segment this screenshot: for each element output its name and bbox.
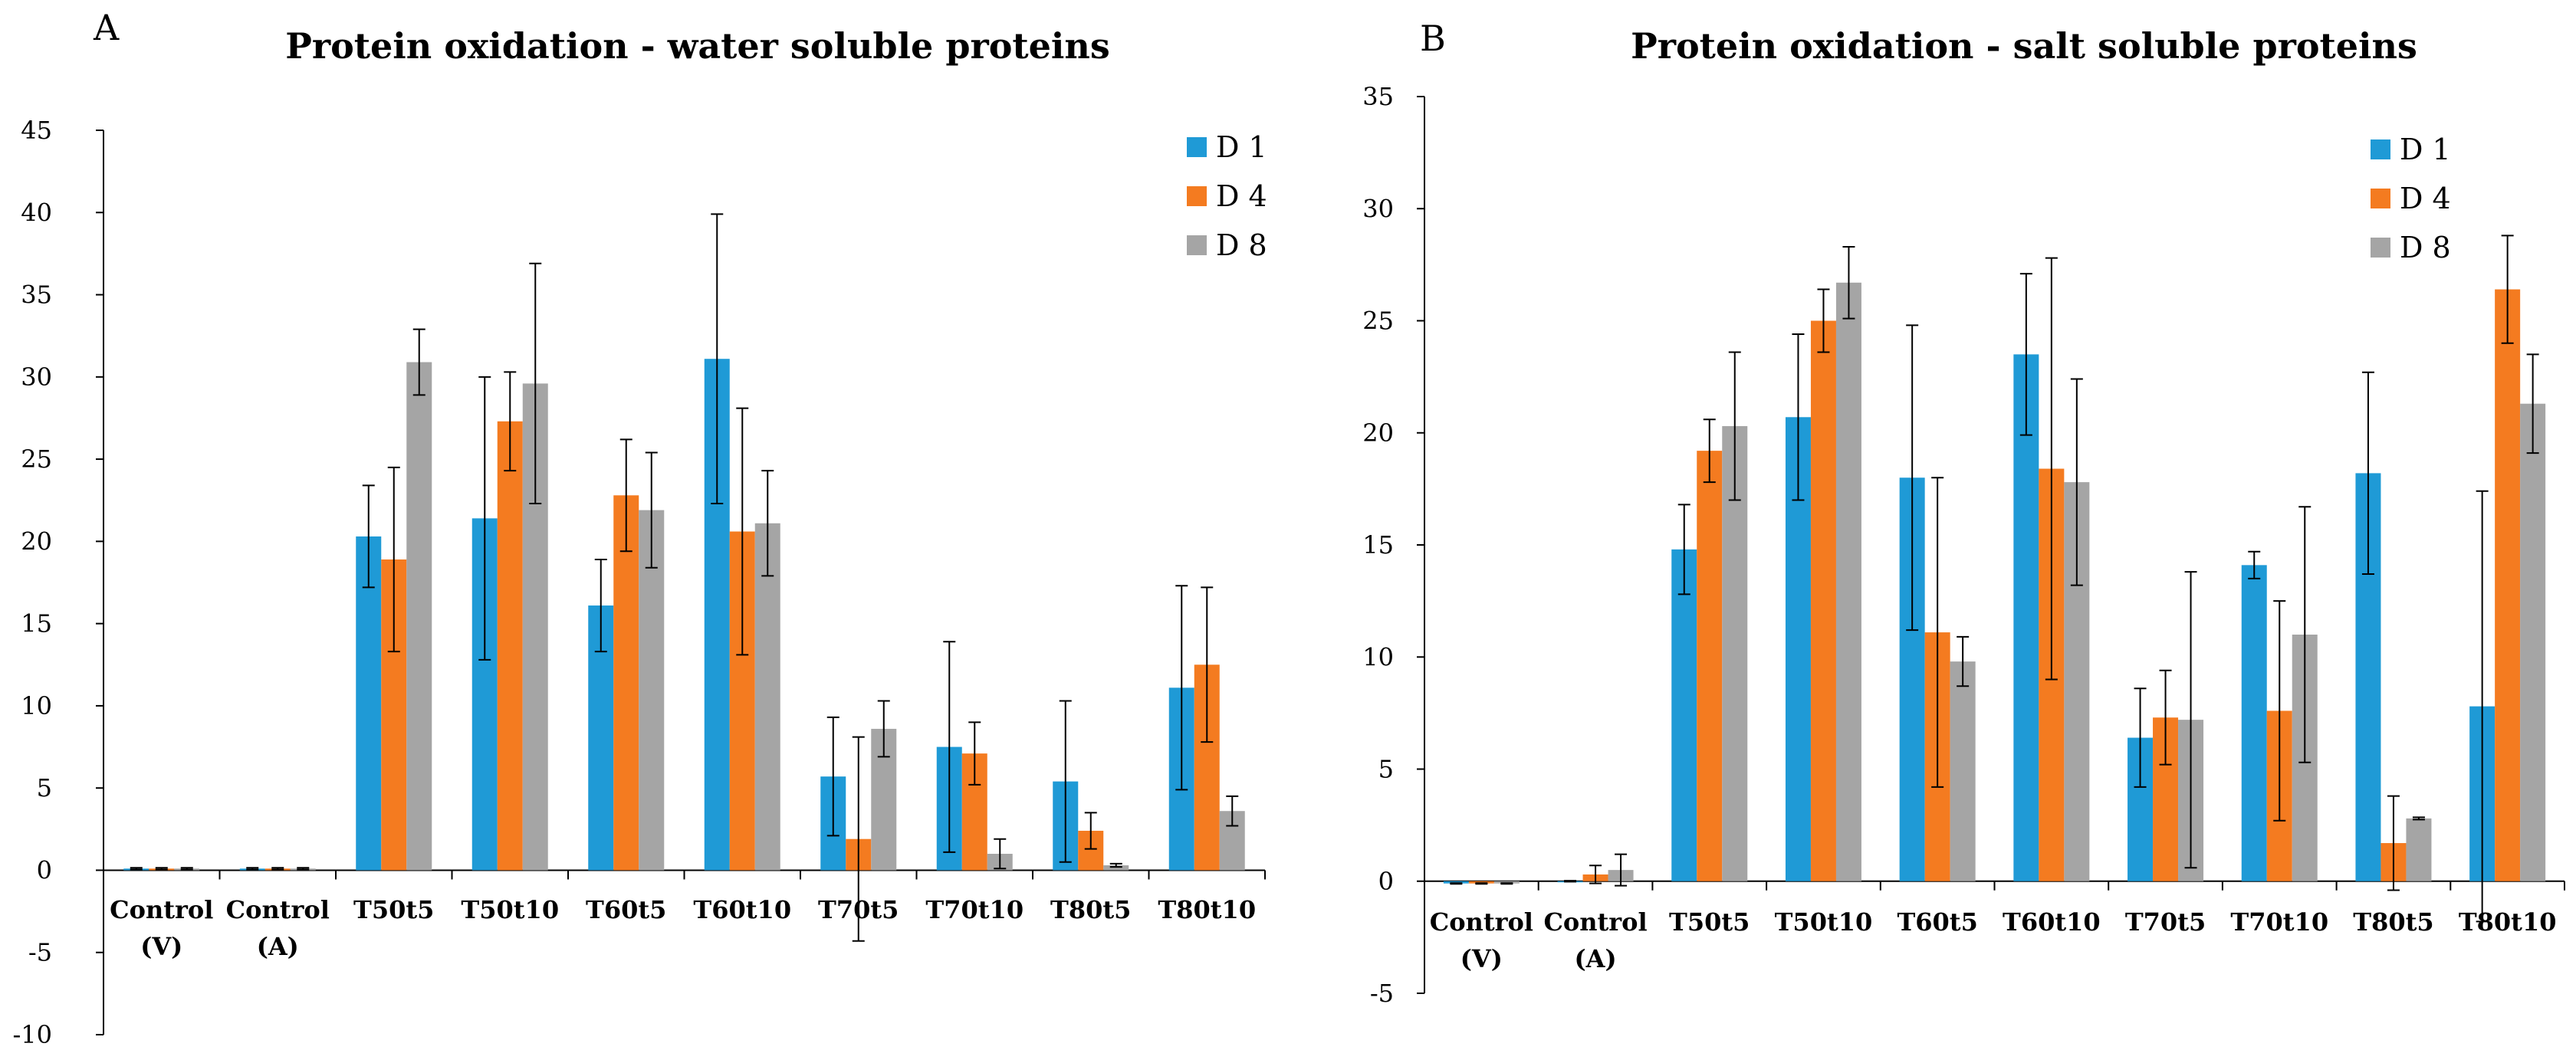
- y-tick-label-a: -10: [12, 1020, 52, 1049]
- y-tick-label-a: 40: [21, 198, 52, 227]
- y-tick-label-b: 35: [1362, 82, 1394, 111]
- x-tick-label-b: T70t5: [2125, 907, 2206, 937]
- y-tick-label-a: 30: [21, 363, 52, 392]
- x-tick-label-a: (A): [257, 932, 299, 961]
- bar: [497, 421, 523, 871]
- x-tick-label-a: Control: [110, 895, 213, 924]
- panel-letter-b: B: [1420, 18, 1446, 59]
- x-tick-label-b: T80t5: [2353, 907, 2433, 937]
- x-tick-label-b: Control: [1430, 907, 1533, 937]
- y-tick-label-b: 5: [1378, 755, 1394, 784]
- legend-swatch-b: [2371, 139, 2390, 159]
- x-tick-label-a: T50t5: [353, 895, 434, 924]
- y-tick-label-b: 10: [1362, 642, 1394, 671]
- bar: [1722, 425, 1748, 881]
- legend-a: D 1 D 4 D 8: [1187, 130, 1267, 262]
- bar: [406, 362, 432, 871]
- x-tick-label-a: T60t10: [693, 895, 791, 924]
- bar: [2241, 565, 2267, 881]
- x-tick-label-b: T80t10: [2459, 907, 2557, 937]
- plot-area-a: -10 -5 0 5 10 15 20 25 30 35 40 45 Control (V) Control…: [12, 116, 1266, 1049]
- x-tick-label-a: T50t10: [461, 895, 559, 924]
- legend-label-b: D 1: [2400, 133, 2451, 166]
- x-tick-label-b: T60t5: [1897, 907, 1977, 937]
- legend-label-b: D 8: [2400, 231, 2451, 264]
- x-tick-label-b: T70t10: [2230, 907, 2328, 937]
- x-tick-label-a: (V): [140, 932, 182, 961]
- y-tick-label-b: 0: [1378, 867, 1394, 896]
- bar: [1950, 661, 1976, 881]
- y-tick-label-b: -5: [1370, 979, 1394, 1008]
- legend-swatch-a: [1187, 235, 1207, 255]
- legend-swatch-a: [1187, 186, 1207, 206]
- bar: [1810, 320, 1836, 881]
- y-tick-label-a: 15: [21, 609, 52, 638]
- bar: [639, 510, 665, 871]
- x-tick-label-b: (V): [1460, 944, 1503, 973]
- bar: [1835, 282, 1861, 881]
- bar: [1103, 865, 1129, 871]
- y-tick-label-a: -5: [28, 938, 52, 967]
- chart-panel-a: A Protein oxidation - water soluble prot…: [12, 7, 1267, 1049]
- x-tick-label-b: Control: [1543, 907, 1647, 937]
- plot-area-b: -5 0 5 10 15 20 25 30 35 Control (V) Control (A) T50t…: [1362, 82, 2565, 1008]
- y-tick-label-a: 25: [21, 445, 52, 474]
- y-tick-label-b: 20: [1362, 418, 1394, 448]
- y-tick-label-b: 15: [1362, 530, 1394, 559]
- y-tick-label-b: 25: [1362, 307, 1394, 336]
- y-tick-label-a: 45: [21, 116, 52, 145]
- x-tick-label-a: T60t5: [586, 895, 666, 924]
- bar: [2013, 354, 2039, 881]
- y-tick-label-a: 0: [37, 855, 52, 884]
- bar: [2406, 818, 2432, 881]
- legend-swatch-b: [2371, 238, 2390, 258]
- chart-title-b: Protein oxidation - salt soluble protein…: [1631, 25, 2417, 67]
- legend-swatch-a: [1187, 137, 1207, 157]
- bar: [1671, 549, 1697, 881]
- bar: [356, 536, 382, 871]
- panel-letter-a: A: [93, 7, 120, 48]
- x-tick-label-b: (A): [1574, 944, 1616, 973]
- x-tick-label-a: Control: [226, 895, 330, 924]
- bar: [613, 495, 639, 871]
- y-tick-label-a: 10: [21, 691, 52, 720]
- chart-title-a: Protein oxidation - water soluble protei…: [285, 25, 1109, 67]
- bar: [2495, 289, 2521, 881]
- x-tick-label-a: T80t10: [1158, 895, 1256, 924]
- legend-label-a: D 4: [1216, 179, 1267, 213]
- legend-label-a: D 8: [1216, 228, 1267, 262]
- x-tick-label-b: T60t10: [2003, 907, 2101, 937]
- legend-label-b: D 4: [2400, 182, 2451, 215]
- chart-panel-b: B Protein oxidation - salt soluble prote…: [1362, 18, 2565, 1008]
- y-tick-label-b: 30: [1362, 194, 1394, 223]
- x-tick-label-a: T70t5: [818, 895, 899, 924]
- bar: [2520, 403, 2546, 881]
- legend-label-a: D 1: [1216, 130, 1267, 164]
- legend-b: D 1 D 4 D 8: [2371, 133, 2451, 264]
- y-tick-label-a: 20: [21, 527, 52, 556]
- legend-swatch-b: [2371, 189, 2390, 208]
- x-tick-label-a: T80t5: [1050, 895, 1131, 924]
- x-tick-label-a: T70t10: [925, 895, 1024, 924]
- y-tick-label-a: 35: [21, 281, 52, 310]
- x-tick-label-b: T50t10: [1775, 907, 1873, 937]
- y-tick-label-a: 5: [37, 773, 52, 802]
- bar: [754, 523, 780, 871]
- x-tick-label-b: T50t5: [1669, 907, 1750, 937]
- bar: [1697, 451, 1723, 881]
